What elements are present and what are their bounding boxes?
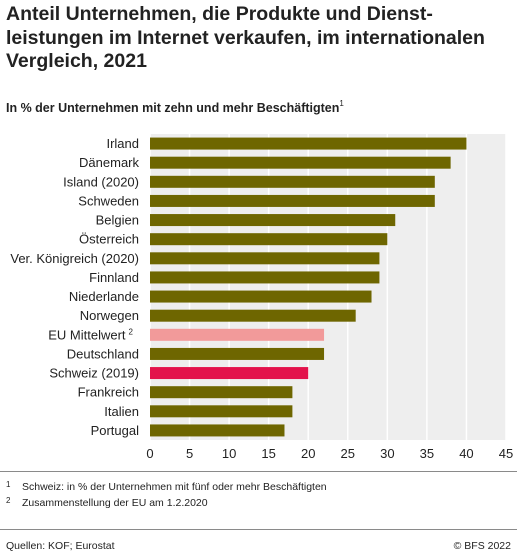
bar bbox=[150, 214, 396, 227]
bar bbox=[150, 367, 309, 380]
bar bbox=[150, 271, 380, 284]
x-tick-label: 5 bbox=[186, 446, 193, 461]
bar bbox=[150, 252, 380, 265]
chart-title: Anteil Unternehmen, die Produkte und Die… bbox=[6, 3, 485, 72]
category-label: Portugal bbox=[91, 423, 140, 438]
category-label: Norwegen bbox=[80, 308, 139, 323]
category-label-text: Italien bbox=[104, 404, 139, 419]
category-label: Schweiz (2019) bbox=[49, 366, 139, 381]
x-tick-label: 45 bbox=[499, 446, 513, 461]
footnote-2-text: Zusammenstellung der EU am 1.2.2020 bbox=[22, 497, 208, 509]
footnote-1-text: Schweiz: in % der Unternehmen mit fünf o… bbox=[22, 481, 327, 493]
category-label: Finnland bbox=[89, 270, 139, 285]
x-tick-label: 20 bbox=[301, 446, 315, 461]
source-divider bbox=[0, 529, 517, 530]
bar bbox=[150, 405, 293, 418]
category-label: Irland bbox=[106, 136, 139, 151]
x-tick-label: 15 bbox=[261, 446, 275, 461]
footnote-1-mark: 1 bbox=[6, 480, 11, 489]
bar bbox=[150, 175, 435, 188]
category-label-text: Schweden bbox=[78, 193, 139, 208]
category-label: Ver. Königreich (2020) bbox=[10, 251, 139, 266]
category-label-text: Frankreich bbox=[78, 385, 139, 400]
category-label-text: Deutschland bbox=[67, 346, 139, 361]
bar bbox=[150, 290, 372, 303]
category-label: Dänemark bbox=[79, 155, 139, 170]
category-label-text: EU Mittelwert bbox=[48, 327, 126, 342]
subtitle-footnote-mark: 1 bbox=[339, 99, 344, 108]
x-tick-label: 0 bbox=[146, 446, 153, 461]
copyright-note: © BFS 2022 bbox=[453, 540, 511, 552]
bar bbox=[150, 309, 356, 322]
x-tick-label: 25 bbox=[341, 446, 355, 461]
x-tick-label: 30 bbox=[380, 446, 394, 461]
category-label: Italien bbox=[104, 404, 139, 419]
category-label: Niederlande bbox=[69, 289, 139, 304]
category-label-text: Niederlande bbox=[69, 289, 139, 304]
footnotes: 1 Schweiz: in % der Unternehmen mit fünf … bbox=[6, 479, 327, 511]
category-label: Frankreich bbox=[78, 385, 139, 400]
category-label: Island (2020) bbox=[63, 174, 139, 189]
bar bbox=[150, 233, 388, 246]
footnote-2: 2 Zusammenstellung der EU am 1.2.2020 bbox=[6, 495, 327, 511]
bar bbox=[150, 137, 467, 150]
category-label: Deutschland bbox=[67, 346, 139, 361]
category-label: Belgien bbox=[96, 213, 139, 228]
category-label-text: Dänemark bbox=[79, 155, 139, 170]
bar bbox=[150, 194, 435, 207]
footnote-2-mark: 2 bbox=[6, 496, 11, 505]
category-label: EU Mittelwert 2 bbox=[48, 327, 133, 342]
category-label-text: Belgien bbox=[96, 213, 139, 228]
x-tick-label: 40 bbox=[459, 446, 473, 461]
category-label-text: Norwegen bbox=[80, 308, 139, 323]
bar bbox=[150, 156, 451, 169]
bar bbox=[150, 424, 285, 437]
bar bbox=[150, 347, 325, 360]
footnote-divider bbox=[0, 471, 517, 472]
category-label-text: Irland bbox=[106, 136, 139, 151]
bar bbox=[150, 328, 325, 341]
x-tick-label: 35 bbox=[420, 446, 434, 461]
bar-chart: 0 5 10 15 20 25 30 35 40 45 Irland Dänemark Island (… bbox=[10, 134, 513, 461]
category-label-text: Österreich bbox=[79, 232, 139, 247]
category-label: Österreich bbox=[79, 232, 139, 247]
category-label-text: Finnland bbox=[89, 270, 139, 285]
category-footnote-mark: 2 bbox=[129, 327, 134, 336]
source-note: Quellen: KOF; Eurostat bbox=[6, 540, 115, 552]
subtitle-text: In % der Unternehmen mit zehn und mehr B… bbox=[6, 101, 340, 116]
x-tick-label: 10 bbox=[222, 446, 236, 461]
category-label-text: Island (2020) bbox=[63, 174, 139, 189]
bar bbox=[150, 386, 293, 399]
category-label-text: Ver. Königreich (2020) bbox=[10, 251, 139, 266]
chart-subtitle: In % der Unternehmen mit zehn und mehr B… bbox=[6, 99, 344, 116]
category-label-text: Schweiz (2019) bbox=[49, 366, 139, 381]
category-label: Schweden bbox=[78, 193, 139, 208]
category-label-text: Portugal bbox=[91, 423, 140, 438]
footnote-1: 1 Schweiz: in % der Unternehmen mit fünf … bbox=[6, 479, 327, 495]
